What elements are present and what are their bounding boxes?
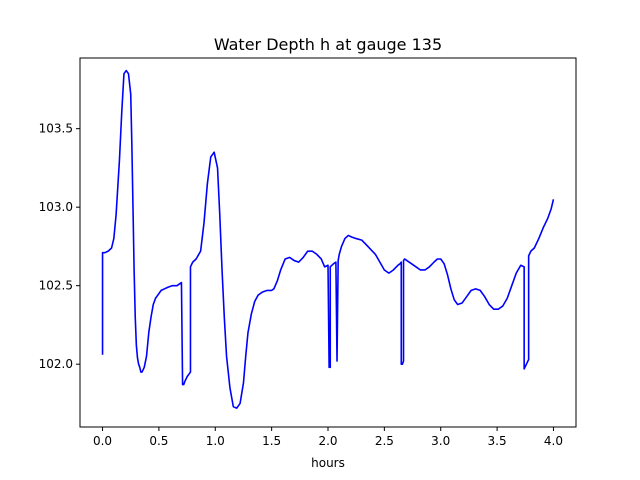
x-tick-label: 1.0 <box>206 434 225 448</box>
y-axis: 102.0 102.5 103.0 103.5 <box>39 122 80 371</box>
series-layer <box>101 69 555 409</box>
x-tick-label: 0.5 <box>149 434 168 448</box>
plot-area <box>79 57 577 428</box>
x-tick-label: 0.0 <box>93 434 112 448</box>
chart-title: Water Depth h at gauge 135 <box>214 35 442 54</box>
x-tick-label: 4.0 <box>544 434 563 448</box>
x-axis-label: hours <box>311 456 345 470</box>
series-line-0 <box>101 69 555 409</box>
x-tick-label: 3.0 <box>431 434 450 448</box>
x-tick-label: 2.5 <box>375 434 394 448</box>
axes-frame <box>79 57 577 428</box>
x-tick-label: 1.5 <box>262 434 281 448</box>
x-tick-label: 2.0 <box>318 434 337 448</box>
x-axis: 0.0 0.5 1.0 1.5 2.0 2.5 3.0 3.5 4.0 <box>93 427 563 448</box>
x-tick-label: 3.5 <box>488 434 507 448</box>
y-tick-label: 103.5 <box>39 122 73 136</box>
y-tick-label: 102.5 <box>39 279 73 293</box>
y-tick-label: 102.0 <box>39 357 73 371</box>
y-tick-label: 103.0 <box>39 200 73 214</box>
